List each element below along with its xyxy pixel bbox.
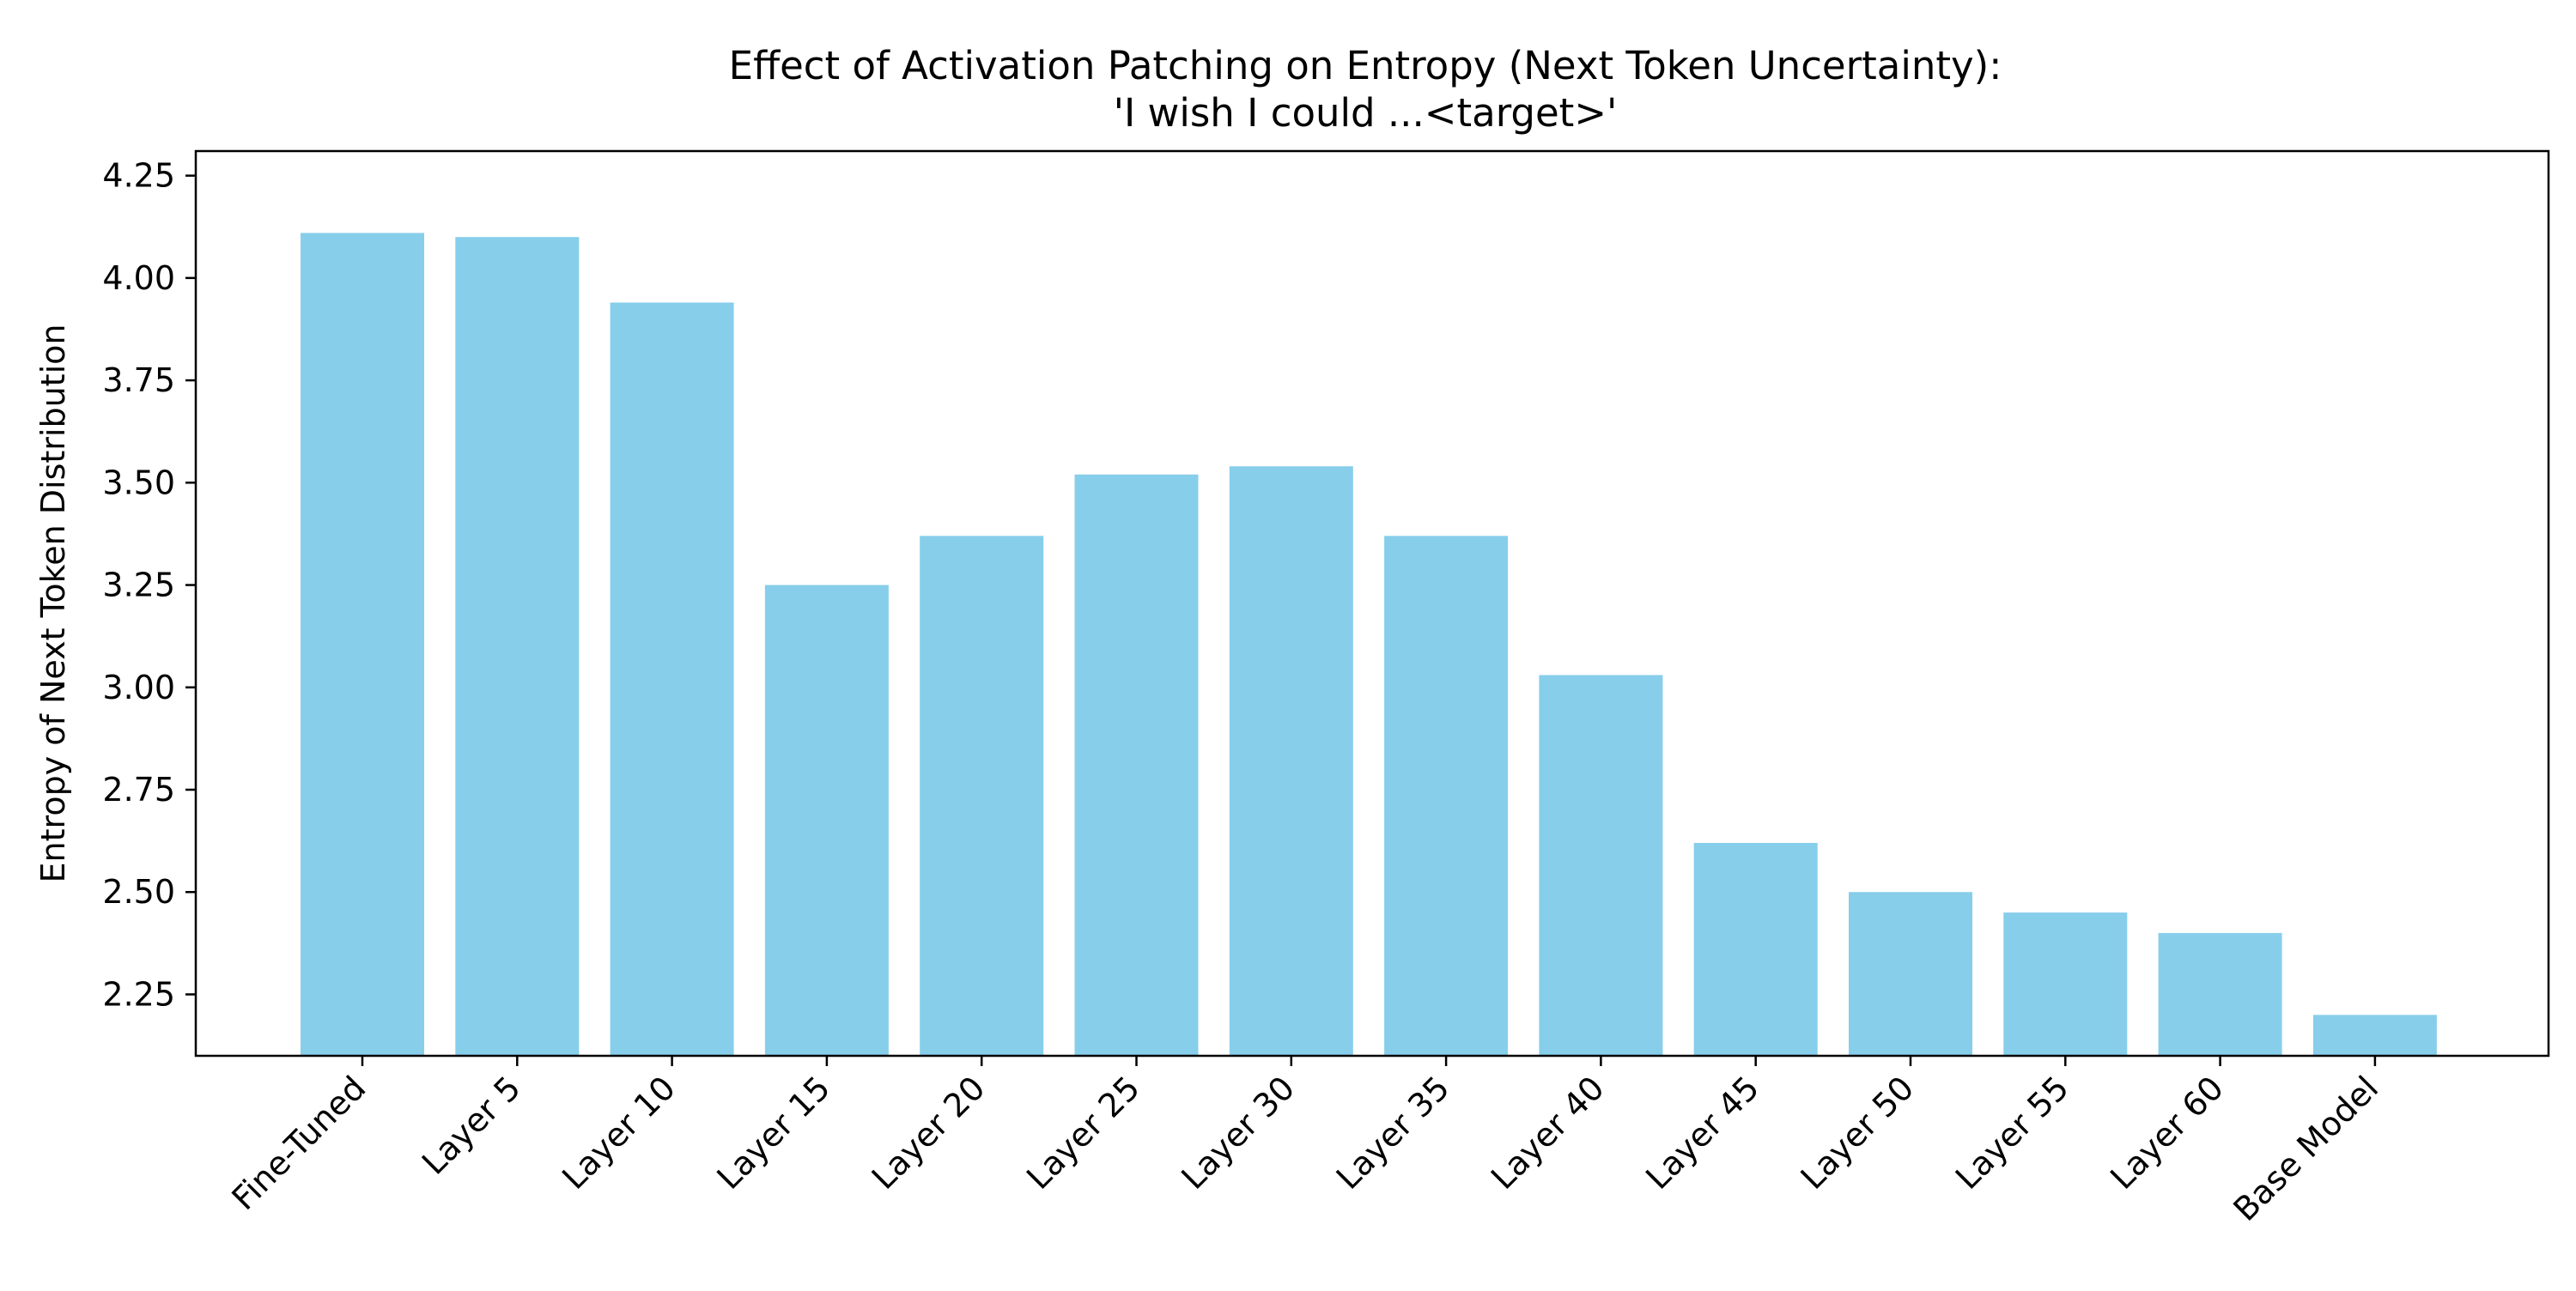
chart-subtitle: 'I wish I could ...<target>' (1114, 90, 1618, 136)
x-tick-label: Layer 15 (709, 1069, 837, 1197)
bar-layer-50 (1849, 892, 1972, 1056)
x-tick-label: Layer 40 (1484, 1069, 1612, 1197)
bar-layer-30 (1229, 466, 1353, 1056)
bar-layer-55 (2003, 912, 2128, 1056)
bar-base-model (2312, 1015, 2437, 1056)
x-tick-label: Layer 35 (1329, 1069, 1457, 1197)
x-axis: Fine-Tuned Layer 5 Layer 10 Layer 15 Layer 2… (225, 1056, 2385, 1228)
bar-layer-25 (1074, 474, 1199, 1056)
y-tick-label: 2.25 (102, 975, 175, 1013)
x-tick-label: Base Model (2226, 1069, 2385, 1228)
x-tick-label: Layer 50 (1794, 1069, 1922, 1197)
y-tick-label: 4.00 (102, 259, 175, 297)
x-tick-label: Layer 20 (865, 1069, 993, 1197)
x-tick-label: Layer 45 (1638, 1069, 1766, 1197)
bar-layer-60 (2158, 932, 2282, 1056)
bar-layer-5 (455, 237, 580, 1057)
x-tick-label: Layer 55 (1948, 1069, 2076, 1197)
bar-layer-10 (610, 302, 734, 1056)
bar-layer-15 (764, 585, 889, 1056)
x-tick-label: Layer 5 (415, 1069, 528, 1182)
x-tick-label: Fine-Tuned (225, 1069, 374, 1217)
y-axis-label: Entropy of Next Token Distribution (34, 324, 72, 883)
x-tick-label: Layer 25 (1019, 1069, 1147, 1197)
y-tick-label: 4.25 (102, 157, 175, 195)
bar-layer-20 (920, 536, 1044, 1056)
y-tick-label: 2.75 (102, 771, 175, 809)
x-tick-label: Layer 30 (1174, 1069, 1302, 1197)
y-tick-label: 3.75 (102, 361, 175, 399)
bar-layer-45 (1693, 843, 1818, 1056)
plot-frame (194, 149, 2550, 1058)
y-tick-label: 3.50 (102, 464, 175, 501)
y-tick-label: 3.00 (102, 669, 175, 706)
y-axis: 2.25 2.50 2.75 3.00 3.25 3.50 3.75 4.00 4.25 (102, 157, 196, 1013)
x-tick-label: Layer 10 (555, 1069, 683, 1197)
bars-layer (301, 233, 2437, 1057)
y-tick-label: 3.25 (102, 567, 175, 604)
chart-title: Effect of Activation Patching on Entropy… (729, 43, 2002, 88)
bar-layer-40 (1539, 675, 1663, 1056)
bar-layer-35 (1384, 536, 1509, 1056)
y-tick-label: 2.50 (102, 873, 175, 911)
bar-fine-tuned (301, 233, 424, 1056)
x-tick-label: Layer 60 (2103, 1069, 2231, 1197)
